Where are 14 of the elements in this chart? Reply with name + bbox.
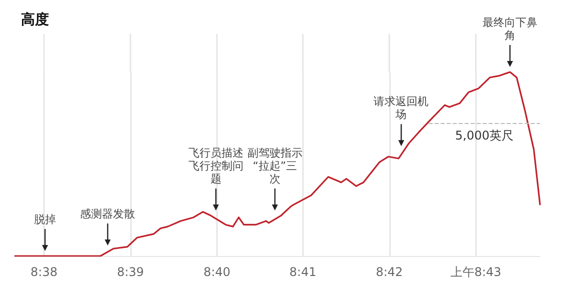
x-tick-label: 8:38 — [30, 265, 58, 279]
annotation: 脱掉 — [34, 213, 56, 226]
ref-line-label: 5,000英尺 — [455, 128, 514, 143]
x-tick-label: 8:41 — [289, 265, 316, 279]
annotation: 最终向下鼻角 — [482, 16, 538, 42]
x-tick-label: 8:40 — [203, 265, 230, 279]
annotation: 飞行员描述飞行控制问题 — [188, 146, 244, 186]
chart-title: 高度 — [21, 11, 49, 28]
x-tick-label: 8:39 — [116, 265, 144, 279]
annotation: 副驾驶指示“拉起”三次 — [247, 146, 302, 186]
x-tick-label: 8:42 — [376, 265, 403, 279]
x-tick-label: 上午8:43 — [450, 265, 502, 279]
annotation: 请求返回机场 — [374, 95, 429, 122]
annotation: 感测器发散 — [80, 207, 136, 220]
